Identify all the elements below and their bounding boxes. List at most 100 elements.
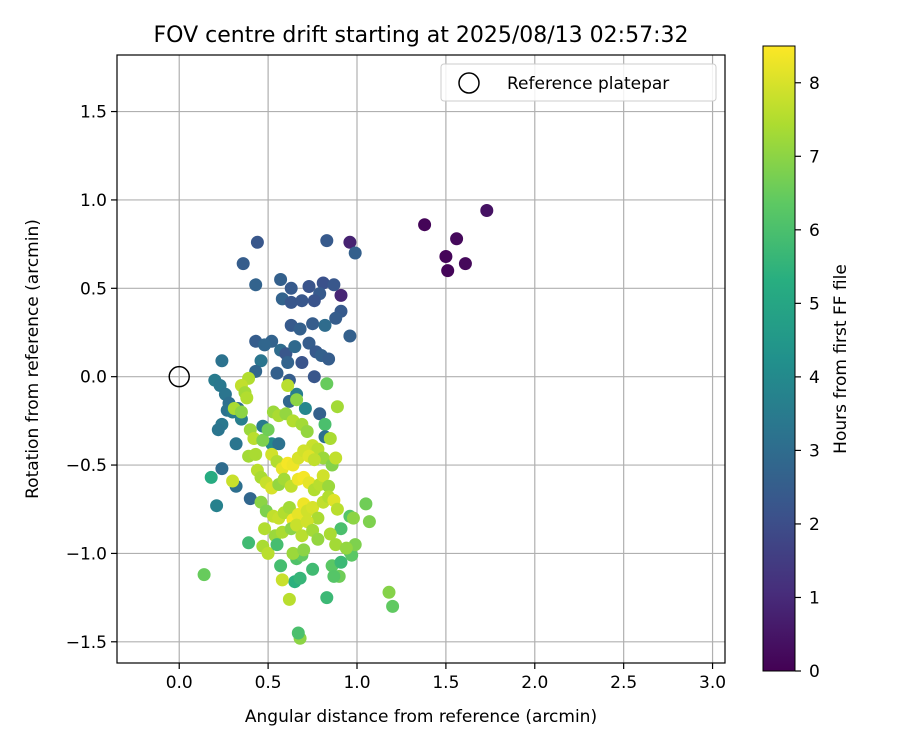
data-point	[307, 294, 321, 308]
data-point	[327, 278, 341, 292]
data-point	[323, 432, 337, 445]
y-axis-ticks: −1.5 −1.0 −0.5 0.0 0.5 1.0 1.5	[66, 103, 117, 653]
data-point	[316, 276, 330, 290]
x-tick-label: 2.0	[521, 673, 548, 693]
data-point	[300, 425, 314, 438]
data-point	[320, 591, 334, 605]
data-point	[329, 451, 343, 465]
legend-box	[440, 63, 717, 102]
data-point	[311, 511, 325, 525]
y-tick-label: −0.5	[66, 456, 107, 476]
data-point	[339, 541, 353, 555]
data-point	[307, 453, 321, 467]
data-point	[334, 522, 348, 536]
x-axis-ticks: 0.0 0.5 1.0 1.5 2.0 2.5 3.0	[166, 663, 726, 693]
data-point	[272, 437, 286, 451]
data-point	[295, 294, 309, 308]
data-point	[329, 538, 343, 552]
chart-title: FOV centre drift starting at 2025/08/13 …	[154, 23, 689, 48]
data-point	[320, 377, 334, 391]
data-point	[210, 499, 224, 513]
data-point	[281, 356, 295, 369]
colorbar-tick-label: 0	[809, 662, 820, 682]
data-point	[295, 356, 309, 369]
y-tick-label: 1.0	[80, 191, 107, 211]
data-point	[258, 522, 272, 536]
data-point	[480, 204, 494, 217]
data-point	[302, 280, 316, 293]
data-point	[250, 235, 264, 249]
data-point	[226, 474, 240, 488]
x-tick-label: 1.5	[432, 673, 459, 693]
data-point	[330, 400, 344, 414]
data-point	[204, 470, 218, 484]
data-point	[318, 417, 332, 431]
data-point	[293, 571, 307, 585]
data-point	[343, 235, 357, 249]
data-point	[298, 402, 312, 415]
data-point	[450, 232, 464, 246]
data-point	[290, 518, 304, 532]
data-point	[270, 366, 284, 380]
y-tick-label: −1.5	[66, 633, 107, 653]
data-point	[261, 423, 275, 437]
colorbar-tick-label: 5	[809, 294, 820, 314]
colorbar-label: Hours from first FF file	[831, 264, 851, 454]
data-point	[249, 278, 263, 292]
data-point	[215, 354, 229, 368]
data-point	[256, 433, 270, 447]
colorbar-tick-label: 3	[809, 441, 820, 461]
data-point	[295, 529, 309, 543]
data-point	[329, 311, 343, 325]
data-point	[274, 273, 288, 286]
data-point	[297, 543, 311, 557]
data-point	[362, 515, 376, 529]
data-point	[306, 562, 320, 576]
data-point	[343, 329, 357, 343]
data-point	[382, 585, 396, 599]
data-point	[211, 423, 225, 437]
colorbar: 0 1 2 3 4 5 6 7 8 Hours from first FF file	[762, 45, 851, 682]
x-tick-label: 1.0	[343, 673, 370, 693]
data-point	[284, 281, 298, 295]
data-point	[311, 532, 325, 546]
data-point	[274, 559, 288, 573]
data-point	[240, 391, 254, 405]
reference-platepar-marker	[168, 365, 190, 388]
data-point	[302, 336, 316, 350]
data-point	[270, 538, 284, 552]
data-point	[330, 502, 344, 516]
colorbar-ticks: 0 1 2 3 4 5 6 7 8	[795, 74, 820, 682]
data-point	[261, 546, 275, 560]
data-point	[327, 569, 341, 583]
data-point	[197, 568, 211, 582]
colorbar-tick-label: 1	[809, 588, 820, 608]
legend-reference-marker	[458, 72, 480, 94]
data-point	[320, 234, 334, 248]
data-points	[168, 204, 494, 645]
data-point	[334, 555, 348, 569]
legend-label: Reference platepar	[507, 74, 669, 94]
y-tick-label: 0.5	[80, 279, 107, 299]
data-point	[418, 218, 432, 232]
data-point	[316, 469, 330, 483]
colorbar-tick-label: 8	[809, 74, 820, 94]
data-point	[359, 497, 373, 511]
data-point	[281, 379, 295, 392]
data-point	[323, 527, 337, 541]
data-point	[313, 407, 327, 421]
data-point	[282, 501, 296, 514]
data-point	[288, 340, 302, 354]
data-point	[258, 338, 272, 352]
data-point	[318, 318, 332, 332]
x-tick-label: 2.5	[610, 673, 637, 693]
data-point	[286, 546, 300, 560]
data-point	[306, 317, 320, 331]
data-point	[322, 479, 336, 493]
data-point	[441, 264, 455, 278]
x-tick-label: 0.0	[166, 673, 193, 693]
y-tick-label: 0.0	[80, 368, 107, 388]
plot-area-frame	[116, 54, 726, 664]
data-point	[249, 447, 263, 461]
data-point	[284, 295, 298, 309]
